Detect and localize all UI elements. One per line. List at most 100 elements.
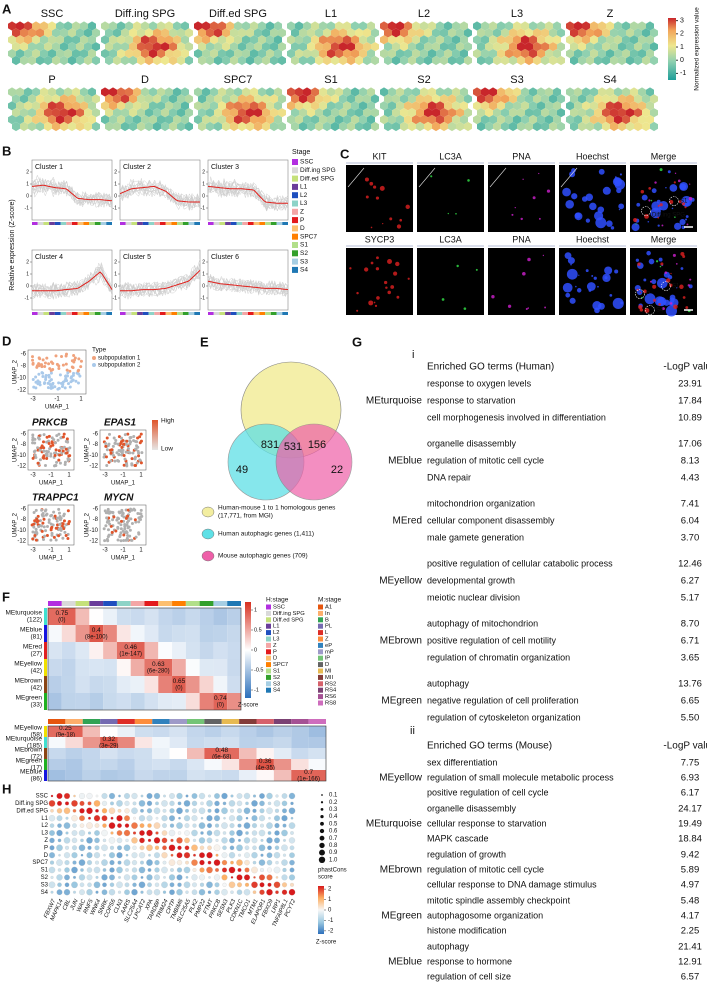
signal bbox=[430, 175, 433, 178]
signal bbox=[685, 215, 689, 218]
hex-spot bbox=[48, 101, 56, 111]
heat-cell bbox=[256, 748, 274, 759]
hex-spot bbox=[355, 28, 363, 38]
cell-point bbox=[43, 361, 47, 365]
cell-point bbox=[114, 529, 118, 533]
dot bbox=[289, 852, 295, 859]
heat-cell bbox=[213, 676, 228, 693]
hex-spot bbox=[541, 28, 549, 38]
signal bbox=[656, 199, 661, 204]
hex-spot bbox=[210, 35, 218, 45]
dot bbox=[206, 815, 213, 822]
module-count: (27) bbox=[30, 651, 42, 658]
dot bbox=[251, 830, 258, 836]
hex-spot bbox=[113, 94, 121, 104]
cell-point bbox=[113, 441, 117, 445]
dot bbox=[288, 837, 296, 844]
cell-point bbox=[106, 507, 110, 511]
signal bbox=[648, 187, 652, 190]
hex-spot bbox=[477, 42, 485, 52]
stage-strip bbox=[225, 312, 231, 315]
cell-point bbox=[119, 539, 123, 543]
heat-cell bbox=[48, 676, 62, 693]
hex-spot bbox=[133, 35, 141, 45]
dot bbox=[71, 830, 78, 836]
hex-spot bbox=[101, 21, 109, 31]
cell-point bbox=[132, 435, 136, 439]
p-value: (0) bbox=[217, 703, 224, 709]
dot bbox=[123, 874, 131, 881]
hex-spot bbox=[646, 87, 654, 97]
hex-spot bbox=[380, 101, 388, 111]
dot bbox=[80, 868, 84, 872]
hex-spot bbox=[343, 49, 351, 59]
module-label: MEturquoise bbox=[6, 736, 43, 743]
hex-spot bbox=[493, 108, 501, 118]
table-header: Enriched GO terms (Mouse) bbox=[427, 741, 552, 752]
stage-strip bbox=[194, 222, 200, 225]
annotation: S1 bbox=[672, 284, 680, 290]
hex-spot bbox=[117, 101, 125, 111]
hex-spot bbox=[76, 55, 84, 66]
dot bbox=[57, 838, 62, 843]
hex-spot bbox=[16, 87, 24, 97]
cell-point bbox=[63, 460, 67, 464]
row-label: L2 bbox=[41, 823, 48, 829]
hex-spot bbox=[169, 94, 177, 104]
stage-strip bbox=[188, 312, 195, 315]
heat-cell bbox=[185, 642, 200, 659]
go-term: male gamete generation bbox=[427, 532, 524, 542]
dot bbox=[169, 808, 175, 814]
hex-spot bbox=[262, 94, 270, 104]
cell-point bbox=[31, 530, 35, 534]
hex-spot bbox=[570, 108, 578, 118]
legend-swatch bbox=[318, 623, 323, 629]
map-title: S3 bbox=[510, 74, 523, 86]
gene-trace bbox=[31, 272, 113, 299]
dot bbox=[153, 837, 161, 844]
legend-label: D bbox=[325, 662, 329, 668]
heat-cell bbox=[199, 693, 214, 710]
signal bbox=[643, 278, 647, 282]
hex-spot bbox=[153, 42, 161, 52]
dot bbox=[260, 838, 264, 842]
hex-spot bbox=[210, 21, 218, 31]
hex-spot bbox=[626, 28, 634, 38]
hex-spot bbox=[650, 121, 658, 132]
signal bbox=[592, 301, 602, 311]
dot bbox=[191, 808, 198, 814]
heat-cell bbox=[291, 737, 309, 748]
hex-spot bbox=[125, 35, 133, 45]
heat-cell bbox=[204, 737, 222, 748]
hex-spot bbox=[101, 49, 109, 59]
hex-spot bbox=[206, 28, 214, 38]
hex-spot bbox=[198, 42, 206, 52]
dot bbox=[290, 882, 294, 887]
x-tick-label: 1 bbox=[139, 473, 143, 479]
hex-spot bbox=[198, 94, 206, 104]
legend-label: A1 bbox=[325, 605, 332, 611]
hex-spot bbox=[359, 21, 367, 31]
dot bbox=[109, 845, 115, 850]
hex-spot bbox=[323, 55, 331, 66]
legend-swatch bbox=[292, 242, 298, 248]
dot bbox=[237, 867, 242, 873]
stage-strip bbox=[248, 312, 254, 315]
dot bbox=[222, 882, 227, 887]
dot bbox=[147, 823, 152, 828]
hex-spot bbox=[311, 101, 319, 111]
legend-swatch bbox=[266, 630, 271, 636]
dot bbox=[125, 868, 129, 872]
channel-label: PNA bbox=[512, 234, 531, 244]
cell-point bbox=[119, 523, 123, 527]
signal bbox=[591, 274, 594, 277]
hex-spot bbox=[598, 49, 606, 59]
legend-swatch bbox=[318, 674, 323, 680]
stage-strip bbox=[83, 222, 90, 225]
hex-spot bbox=[359, 87, 367, 97]
legend-swatch bbox=[201, 528, 215, 540]
hex-spot bbox=[258, 115, 266, 125]
x-axis-label: UMAP_1 bbox=[111, 556, 136, 562]
go-value: 7.75 bbox=[681, 758, 700, 769]
dot bbox=[237, 823, 242, 828]
